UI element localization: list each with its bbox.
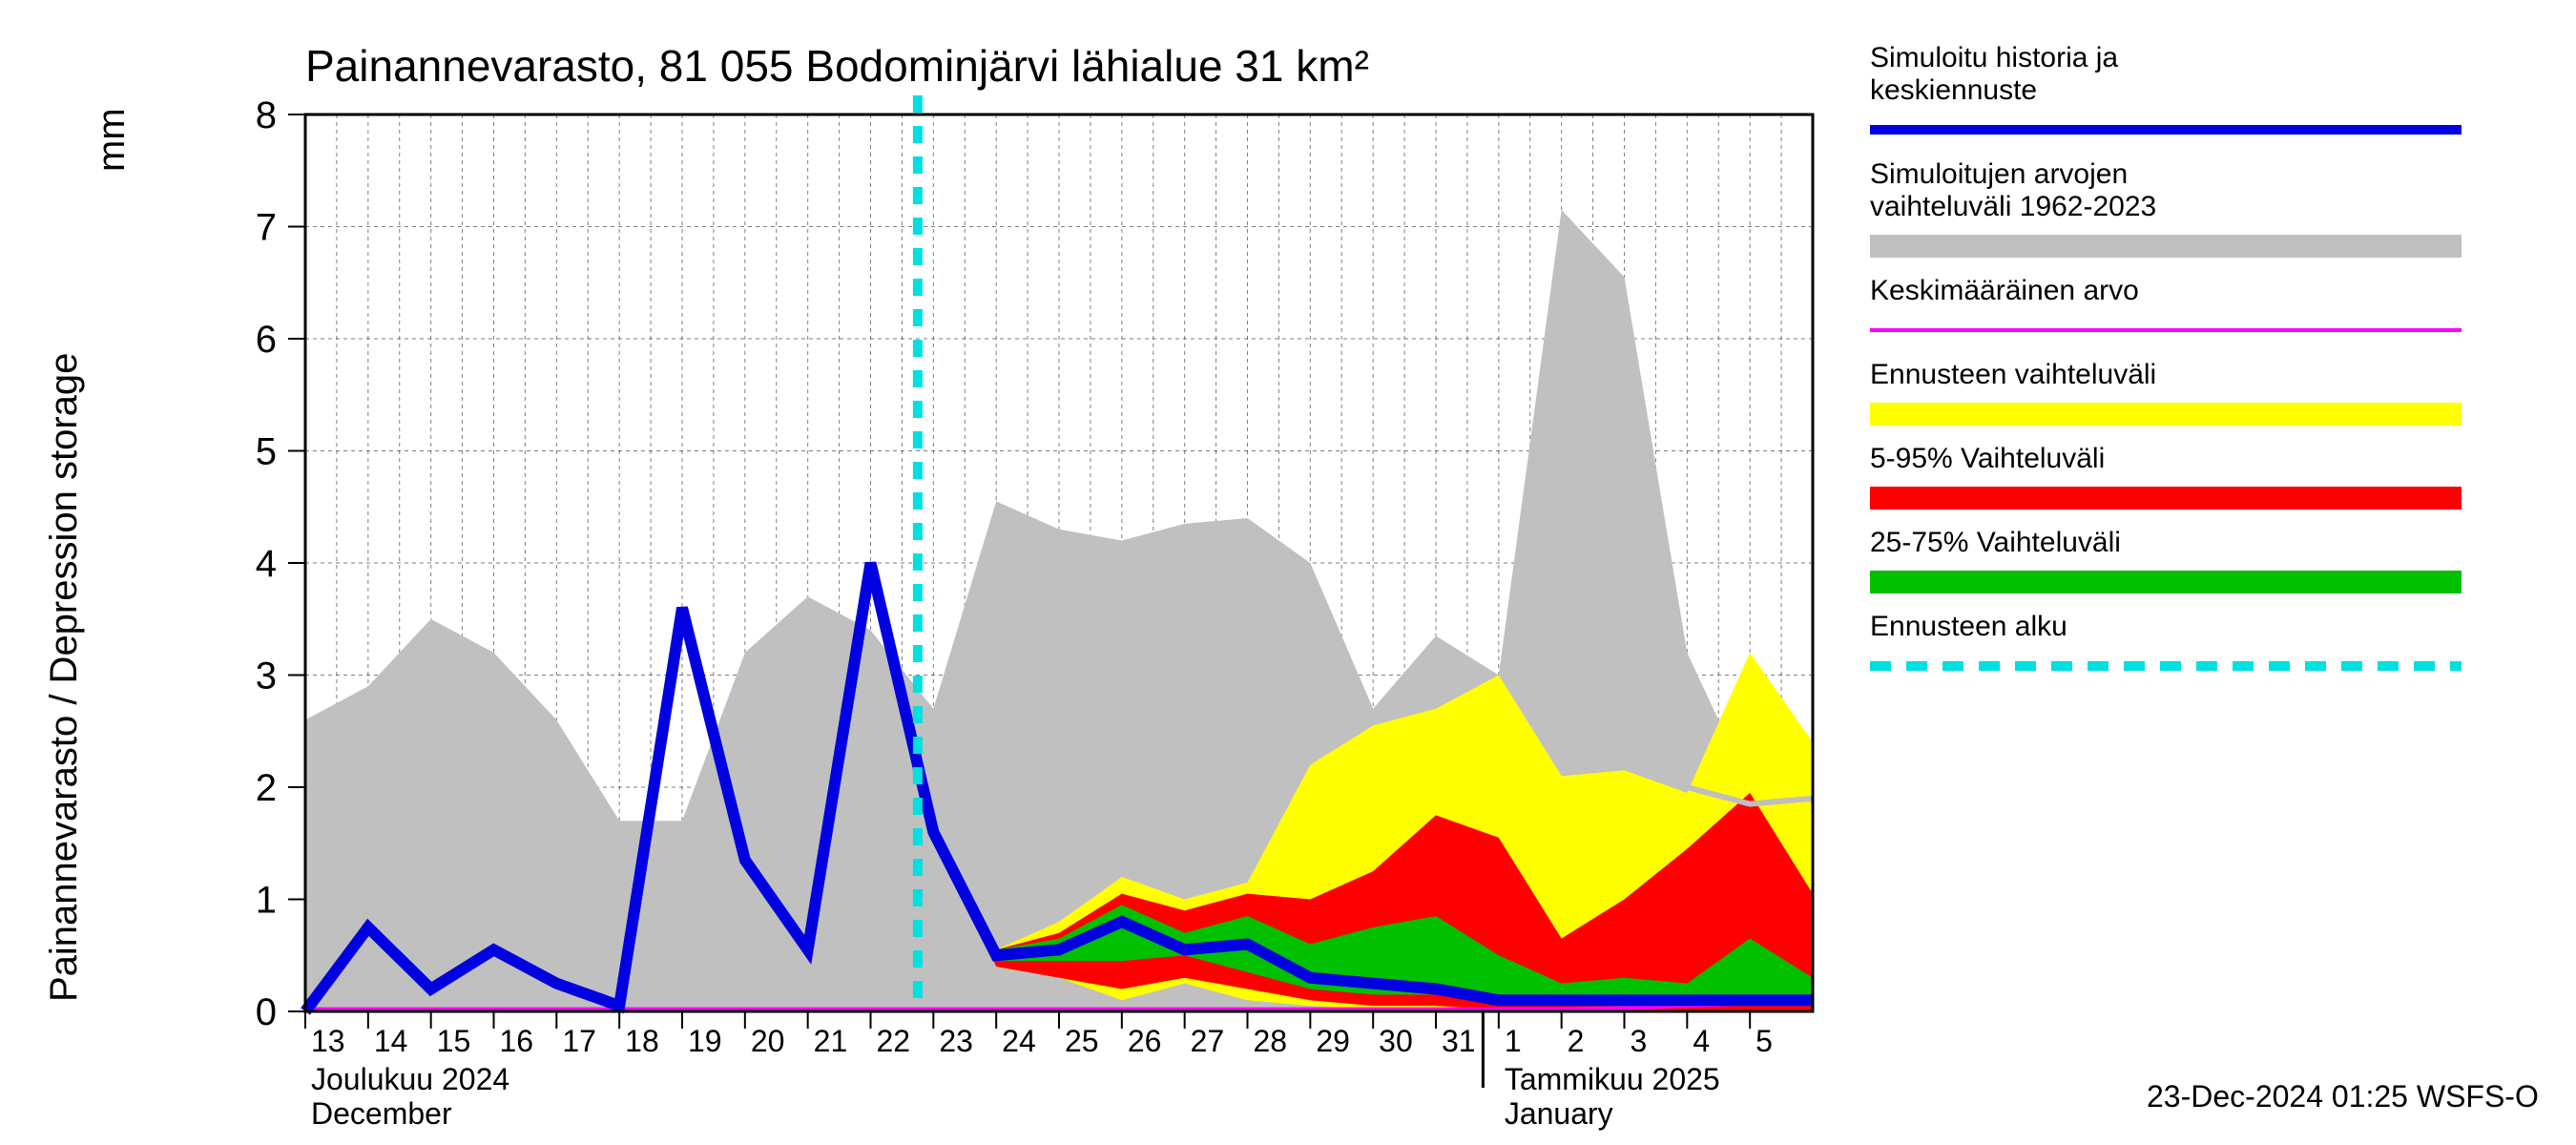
footer-timestamp: 23-Dec-2024 01:25 WSFS-O: [2147, 1079, 2539, 1114]
yaxis-unit: mm: [91, 108, 133, 172]
xtick-label: 14: [374, 1024, 408, 1058]
legend-swatch-range6223: [1870, 235, 2462, 258]
legend-swatch-fcrange: [1870, 403, 2462, 426]
ytick-label: 5: [256, 431, 277, 473]
xtick-label: 15: [437, 1024, 471, 1058]
xtick-label: 4: [1693, 1024, 1710, 1058]
xtick-label: 5: [1755, 1024, 1773, 1058]
ytick-label: 3: [256, 656, 277, 697]
legend-label-mean: Keskimääräinen arvo: [1870, 275, 2139, 306]
xtick-label: 16: [500, 1024, 534, 1058]
chart-title: Painannevarasto, 81 055 Bodominjärvi läh…: [305, 41, 1369, 91]
legend-label-p2575: 25-75% Vaihteluväli: [1870, 527, 2121, 558]
legend-label-fcrange: Ennusteen vaihteluväli: [1870, 359, 2156, 390]
legend-label-p595: 5-95% Vaihteluväli: [1870, 443, 2105, 474]
legend-swatch-p595: [1870, 487, 2462, 510]
xtick-label: 19: [688, 1024, 722, 1058]
legend-label-range6223: Simuloitujen arvojen: [1870, 158, 2128, 190]
ytick-label: 7: [256, 207, 277, 249]
month1-en: December: [311, 1096, 452, 1131]
xtick-label: 28: [1254, 1024, 1288, 1058]
xtick-label: 29: [1316, 1024, 1350, 1058]
xtick-label: 18: [625, 1024, 659, 1058]
legend-label-history: Simuloitu historia ja: [1870, 42, 2118, 73]
legend-label-range6223: vaihteluväli 1962-2023: [1870, 191, 2156, 222]
ytick-label: 2: [256, 767, 277, 809]
xtick-label: 26: [1128, 1024, 1162, 1058]
xtick-label: 30: [1379, 1024, 1413, 1058]
xtick-label: 13: [311, 1024, 345, 1058]
ytick-label: 4: [256, 543, 277, 585]
xtick-label: 27: [1191, 1024, 1225, 1058]
ytick-label: 0: [256, 991, 277, 1033]
ytick-label: 6: [256, 319, 277, 361]
xtick-label: 21: [814, 1024, 848, 1058]
xtick-label: 17: [562, 1024, 596, 1058]
month1-fi: Joulukuu 2024: [311, 1062, 509, 1096]
xtick-label: 22: [877, 1024, 911, 1058]
chart-svg: 0123456781314151617181920212223242526272…: [0, 0, 2576, 1145]
ytick-label: 1: [256, 880, 277, 922]
xtick-label: 23: [939, 1024, 973, 1058]
month2-en: January: [1505, 1096, 1613, 1131]
xtick-label: 1: [1505, 1024, 1522, 1058]
xtick-label: 31: [1442, 1024, 1476, 1058]
month2-fi: Tammikuu 2025: [1505, 1062, 1720, 1096]
xtick-label: 24: [1002, 1024, 1036, 1058]
legend-label-history: keskiennuste: [1870, 74, 2037, 106]
xtick-label: 2: [1568, 1024, 1585, 1058]
legend-swatch-p2575: [1870, 571, 2462, 593]
xtick-label: 20: [751, 1024, 785, 1058]
legend: Simuloitu historia jakeskiennuste Simuloi…: [1870, 42, 2462, 666]
ytick-label: 8: [256, 94, 277, 136]
chart-container: 0123456781314151617181920212223242526272…: [0, 0, 2576, 1145]
xtick-label: 25: [1065, 1024, 1099, 1058]
xtick-label: 3: [1631, 1024, 1648, 1058]
yaxis-label: Painannevarasto / Depression storage: [43, 353, 85, 1002]
legend-label-fcstart: Ennusteen alku: [1870, 611, 2067, 642]
